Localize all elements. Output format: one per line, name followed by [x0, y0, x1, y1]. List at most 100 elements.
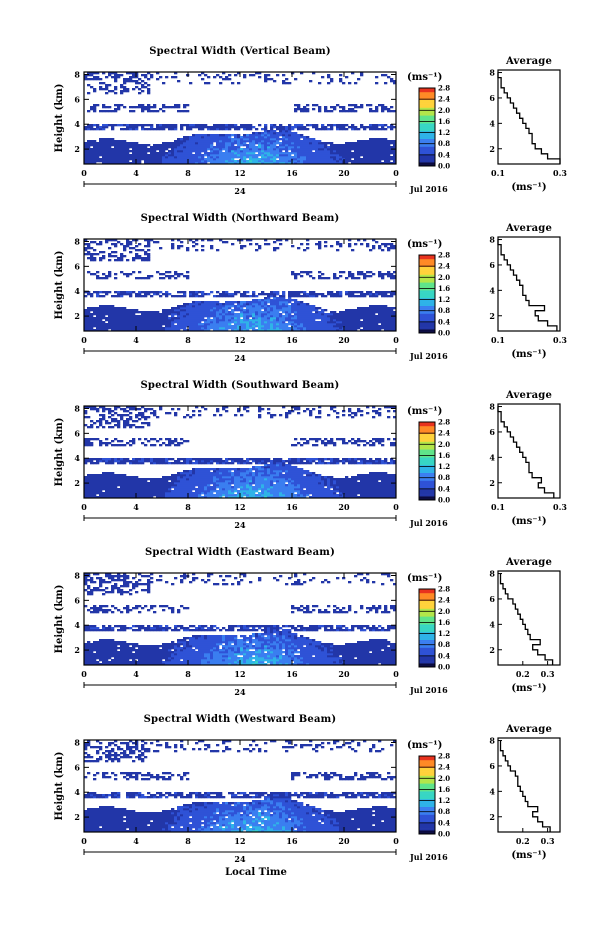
heatmap-cell — [84, 76, 88, 79]
heatmap-cell — [249, 126, 253, 129]
heatmap-cell — [390, 295, 394, 298]
heatmap-cell — [240, 144, 244, 147]
heatmap-cell — [126, 496, 130, 499]
heatmap-cell — [201, 472, 205, 475]
heatmap-cell — [342, 315, 346, 318]
heatmap-cell — [126, 494, 130, 497]
heatmap-cell — [192, 124, 196, 127]
heatmap-cell — [198, 134, 202, 137]
heatmap-cell — [357, 239, 361, 242]
heatmap-cell — [225, 291, 229, 294]
heatmap-cell — [138, 480, 142, 483]
heatmap-cell — [384, 305, 388, 308]
heatmap-cell — [111, 76, 115, 79]
heatmap-cell — [390, 152, 394, 155]
heatmap-cell — [351, 154, 355, 157]
heatmap-cell — [255, 249, 259, 252]
heatmap-cell — [219, 126, 223, 129]
heatmap-cell — [114, 291, 118, 294]
heatmap-cell — [180, 160, 184, 163]
heatmap-cell — [366, 140, 370, 143]
heatmap-cell — [210, 476, 214, 479]
heatmap-cell — [300, 313, 304, 316]
heatmap-cell — [183, 325, 187, 328]
heatmap-cell — [303, 136, 307, 139]
colorbar-tick-label: 2.0 — [438, 273, 450, 282]
heatmap-cell — [99, 325, 103, 328]
heatmap-cell — [210, 134, 214, 137]
heatmap-cell — [207, 492, 211, 495]
day-label: 24 — [234, 353, 246, 363]
avg-y-tick-label: 4 — [489, 118, 495, 128]
heatmap-cell — [96, 275, 100, 278]
heatmap-cell — [384, 138, 388, 141]
heatmap-cell — [162, 158, 166, 161]
heatmap-cell — [117, 323, 121, 326]
heatmap-cell — [195, 138, 199, 141]
heatmap-cell — [153, 146, 157, 149]
heatmap-cell — [255, 301, 259, 304]
heatmap-cell — [186, 303, 190, 306]
heatmap-cell — [123, 162, 127, 165]
heatmap-cell — [171, 458, 175, 461]
heatmap-cell — [366, 291, 370, 294]
heatmap-cell — [195, 307, 199, 310]
heatmap-cell — [117, 241, 121, 244]
heatmap-cell — [159, 408, 163, 411]
heatmap-cell — [201, 158, 205, 161]
heatmap-cell — [198, 478, 202, 481]
heatmap-cell — [135, 150, 139, 153]
heatmap-cell — [258, 315, 262, 318]
heatmap-cell — [294, 154, 298, 157]
heatmap-cell — [243, 490, 247, 493]
heatmap-cell — [267, 136, 271, 139]
heatmap-cell — [117, 293, 121, 296]
heatmap-cell — [162, 162, 166, 165]
heatmap-cell — [303, 327, 307, 330]
heatmap-cell — [351, 313, 355, 316]
heatmap-cell — [93, 307, 97, 310]
heatmap-cell — [297, 144, 301, 147]
heatmap-cell — [315, 293, 319, 296]
heatmap-cell — [297, 293, 301, 296]
heatmap-cell — [120, 496, 124, 499]
heatmap-cell — [171, 142, 175, 145]
heatmap-cell — [99, 305, 103, 308]
heatmap-cell — [279, 239, 283, 242]
heatmap-cell — [249, 158, 253, 161]
heatmap-cell — [123, 460, 127, 463]
heatmap-cell — [123, 291, 127, 294]
heatmap-cell — [336, 315, 340, 318]
heatmap-cell — [198, 472, 202, 475]
heatmap-cell — [102, 72, 106, 75]
heatmap-cell — [138, 426, 142, 429]
heatmap-cell — [138, 438, 142, 441]
heatmap-cell — [393, 150, 397, 153]
heatmap-cell — [231, 142, 235, 145]
heatmap-cell — [384, 273, 388, 276]
heatmap-cell — [312, 104, 316, 107]
heatmap-cell — [114, 438, 118, 441]
heatmap-cell — [240, 492, 244, 495]
heatmap-cell — [270, 152, 274, 155]
heatmap-cell — [300, 305, 304, 308]
heatmap-cell — [174, 474, 178, 477]
heatmap-cell — [207, 472, 211, 475]
heatmap-cell — [345, 323, 349, 326]
heatmap-cell — [282, 142, 286, 145]
heatmap-cell — [225, 458, 229, 461]
heatmap-cell — [141, 458, 145, 461]
heatmap-cell — [102, 317, 106, 320]
heatmap-cell — [255, 299, 259, 302]
heatmap-cell — [147, 241, 151, 244]
heatmap-cell — [159, 291, 163, 294]
heatmap-cell — [195, 150, 199, 153]
heatmap-cell — [198, 136, 202, 139]
heatmap-cell — [201, 317, 205, 320]
heatmap-cell — [381, 291, 385, 294]
heatmap-cell — [129, 154, 133, 157]
heatmap-cell — [171, 76, 175, 79]
heatmap-cell — [105, 126, 109, 129]
heatmap-cell — [297, 247, 301, 250]
heatmap-cell — [381, 317, 385, 320]
